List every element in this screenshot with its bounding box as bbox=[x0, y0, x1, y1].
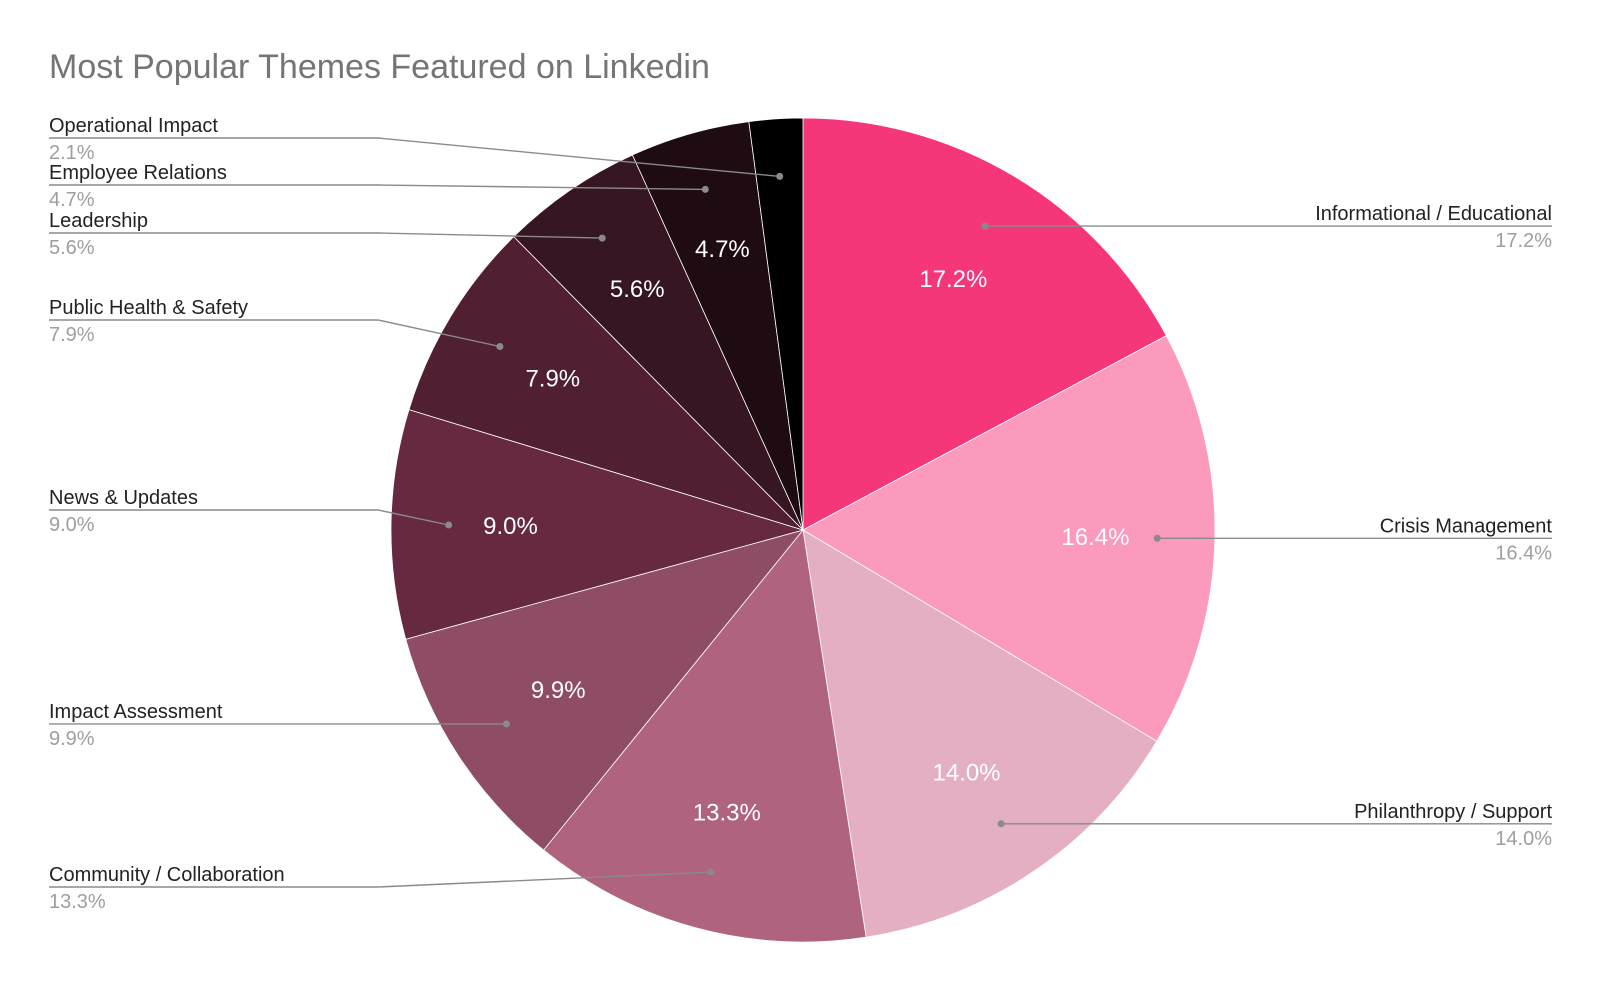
callout-public-health-and-safety: Public Health & Safety 7.9% bbox=[49, 297, 504, 350]
callout-value-operational-impact: 2.1% bbox=[49, 142, 95, 164]
callout-philanthropy-support: Philanthropy / Support 14.0% bbox=[997, 801, 1552, 850]
callout-value-leadership: 5.6% bbox=[49, 237, 95, 259]
callout-news-and-updates: News & Updates 9.0% bbox=[49, 487, 453, 536]
callout-employee-relations: Employee Relations 4.7% bbox=[49, 162, 709, 211]
leader-dot-leadership bbox=[598, 234, 606, 242]
slice-value-label-employee-relations: 4.7% bbox=[695, 236, 750, 263]
leader-line-operational-impact bbox=[49, 137, 780, 178]
pie-slice-philanthropy-support bbox=[802, 529, 1158, 938]
callout-value-news-and-updates: 9.0% bbox=[49, 514, 95, 536]
callout-label-leadership: Leadership bbox=[49, 210, 148, 232]
slice-value-label-leadership: 5.6% bbox=[610, 276, 665, 303]
chart-title: Most Popular Themes Featured on Linkedin bbox=[49, 48, 710, 86]
callout-impact-assessment: Impact Assessment 9.9% bbox=[49, 701, 510, 750]
callout-value-informational-educational: 17.2% bbox=[1495, 230, 1552, 252]
slice-value-labels: 17.2% 16.4% 14.0% 13.3% 9.9% 9.0% 7.9% 5.6% 4.7% bbox=[483, 236, 1129, 827]
leader-dot-philanthropy-support bbox=[997, 820, 1005, 828]
callout-crisis-management: Crisis Management 16.4% bbox=[1153, 515, 1553, 564]
pie-slices bbox=[390, 117, 1216, 943]
pie-slice-operational-impact bbox=[748, 117, 804, 531]
callout-value-philanthropy-support: 14.0% bbox=[1495, 828, 1552, 850]
leader-dot-public-health-and-safety bbox=[496, 343, 504, 350]
slice-value-label-impact-assessment: 9.9% bbox=[531, 677, 586, 704]
slice-callouts: Informational / Educational 17.2% Crisis M… bbox=[49, 115, 1552, 913]
pie-slice-crisis-management bbox=[802, 335, 1216, 742]
callout-leadership: Leadership 5.6% bbox=[49, 210, 606, 259]
leader-dot-community-collaboration bbox=[707, 868, 715, 876]
callout-operational-impact: Operational Impact 2.1% bbox=[49, 115, 784, 180]
slice-value-label-public-health-and-safety: 7.9% bbox=[525, 366, 580, 393]
pie-slice-news-and-updates bbox=[390, 409, 805, 640]
callout-value-public-health-and-safety: 7.9% bbox=[49, 324, 95, 346]
callout-label-public-health-and-safety: Public Health & Safety bbox=[49, 297, 248, 319]
callout-value-impact-assessment: 9.9% bbox=[49, 728, 95, 750]
pie-slice-informational-educational bbox=[802, 117, 1167, 531]
slice-value-label-news-and-updates: 9.0% bbox=[483, 513, 538, 540]
callout-label-crisis-management: Crisis Management bbox=[1380, 515, 1553, 537]
callout-value-employee-relations: 4.7% bbox=[49, 189, 95, 211]
callout-label-philanthropy-support: Philanthropy / Support bbox=[1354, 801, 1552, 823]
slice-value-label-informational-educational: 17.2% bbox=[919, 266, 987, 293]
leader-dot-news-and-updates bbox=[445, 521, 453, 529]
leader-line-public-health-and-safety bbox=[49, 319, 501, 348]
callout-label-impact-assessment: Impact Assessment bbox=[49, 701, 223, 723]
callout-value-crisis-management: 16.4% bbox=[1495, 542, 1552, 564]
pie-slice-leadership bbox=[513, 154, 804, 531]
leader-dot-impact-assessment bbox=[502, 720, 510, 728]
callout-label-informational-educational: Informational / Educational bbox=[1315, 203, 1552, 225]
callout-label-news-and-updates: News & Updates bbox=[49, 487, 198, 509]
leader-dot-informational-educational bbox=[981, 222, 989, 230]
pie-slice-community-collaboration bbox=[543, 529, 867, 943]
callout-label-employee-relations: Employee Relations bbox=[49, 162, 227, 184]
slice-value-label-crisis-management: 16.4% bbox=[1061, 524, 1129, 551]
leader-line-news-and-updates bbox=[49, 509, 449, 526]
callout-label-community-collaboration: Community / Collaboration bbox=[49, 864, 285, 886]
slice-value-label-community-collaboration: 13.3% bbox=[693, 799, 761, 826]
leader-dot-operational-impact bbox=[776, 172, 784, 180]
pie-slice-public-health-and-safety bbox=[408, 236, 804, 531]
pie-slice-impact-assessment bbox=[405, 529, 805, 851]
leader-line-community-collaboration bbox=[49, 871, 711, 888]
leader-line-employee-relations bbox=[49, 184, 706, 191]
callout-label-operational-impact: Operational Impact bbox=[49, 115, 218, 137]
leader-line-leadership bbox=[49, 232, 603, 239]
callout-informational-educational: Informational / Educational 17.2% bbox=[981, 203, 1552, 252]
leader-dot-employee-relations bbox=[701, 185, 709, 193]
leader-dot-crisis-management bbox=[1153, 534, 1161, 542]
callout-value-community-collaboration: 13.3% bbox=[49, 891, 106, 913]
callout-community-collaboration: Community / Collaboration 13.3% bbox=[49, 864, 715, 913]
slice-value-label-philanthropy-support: 14.0% bbox=[932, 760, 1000, 787]
